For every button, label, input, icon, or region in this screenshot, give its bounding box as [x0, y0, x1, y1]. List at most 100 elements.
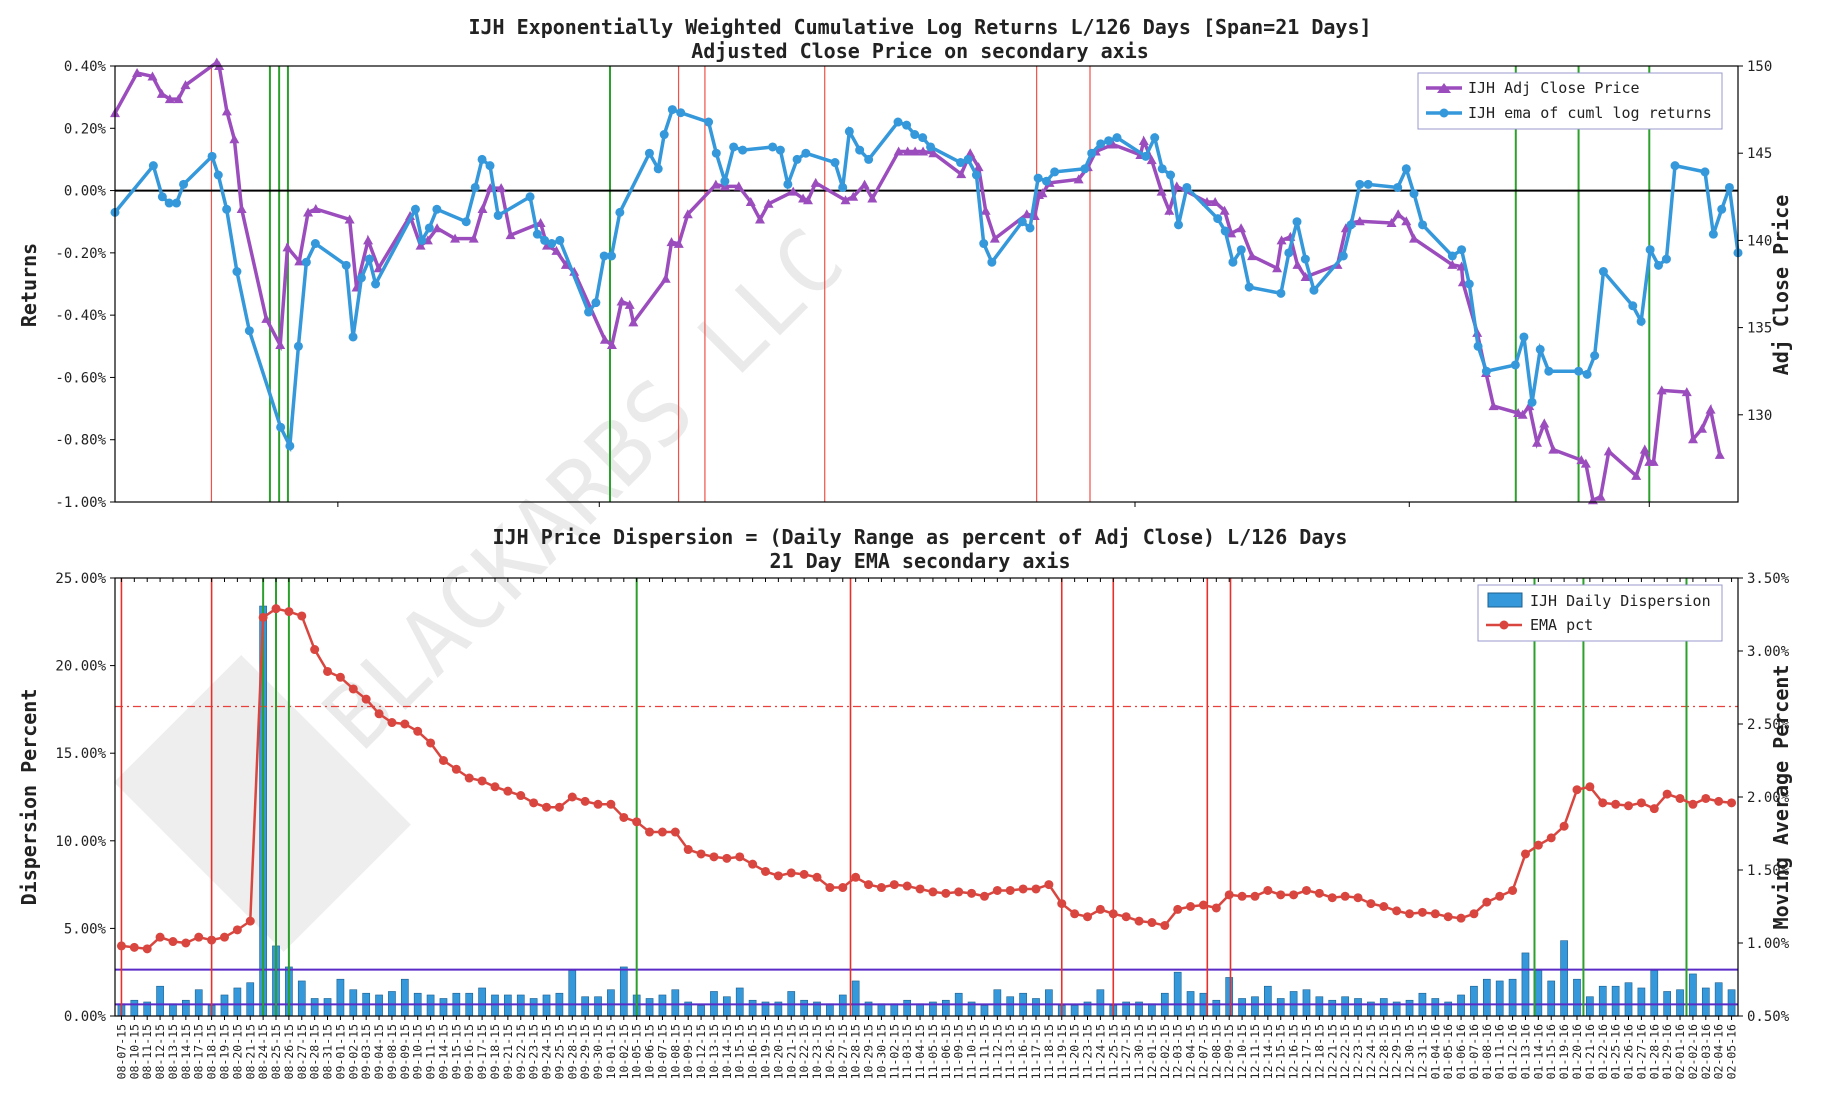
ema-pct-point	[1546, 833, 1556, 843]
date-tick-label: 09-17-15	[475, 1024, 489, 1079]
ema-pct-point	[1520, 849, 1530, 859]
ema-pct-point	[1224, 890, 1234, 900]
price-point	[173, 94, 184, 104]
price-point	[1401, 216, 1412, 226]
ema-pct-point	[567, 792, 577, 802]
dispersion-bar	[1482, 978, 1491, 1017]
ema-returns-point	[525, 192, 535, 202]
date-tick-label: 11-30-15	[1132, 1024, 1146, 1079]
returns-y-tick-label: -0.20%	[55, 246, 106, 262]
price-point	[1073, 174, 1084, 184]
returns-y-tick-label: 0.00%	[64, 184, 107, 200]
price-point	[1595, 491, 1606, 501]
ema-pct-point	[825, 883, 835, 893]
returns-legend: IJH Adj Close Price IJH ema of cuml log …	[1417, 72, 1723, 130]
dispersion-bar	[1045, 989, 1053, 1017]
price-point	[1146, 155, 1157, 165]
dispersion-bar	[400, 978, 409, 1017]
date-tick-label: 11-03-15	[900, 1024, 914, 1079]
date-tick-label: 12-24-15	[1364, 1024, 1378, 1079]
ema-returns-point	[1535, 344, 1545, 354]
ema-pct-point	[812, 872, 822, 882]
price-point	[1688, 434, 1698, 444]
ema-returns-point	[1087, 148, 1097, 158]
ema-y-tick-label: 2.50%	[1747, 717, 1790, 733]
date-tick-label: 09-02-15	[346, 1024, 360, 1079]
dispersion-bar	[1148, 1003, 1156, 1017]
dispersion-bar	[375, 994, 383, 1017]
price-point	[788, 186, 799, 196]
ema-returns-point	[783, 179, 793, 189]
dispersion-bar	[1379, 998, 1388, 1017]
ema-pct-point	[722, 853, 732, 863]
ema-y-tick-label: 3.50%	[1747, 571, 1790, 587]
date-tick-label: 12-17-15	[1299, 1024, 1313, 1079]
ema-pct-point	[219, 932, 229, 942]
price-point	[989, 233, 1000, 243]
ema-pct-point	[1095, 904, 1105, 914]
ema-pct-point	[310, 645, 320, 655]
date-tick-label: 09-15-15	[449, 1024, 463, 1079]
ema-pct-point	[1572, 785, 1582, 795]
date-tick-label: 12-14-15	[1261, 1024, 1275, 1079]
ema-returns-point	[1096, 139, 1106, 149]
date-tick-label: 10-20-15	[771, 1024, 785, 1079]
price-point	[156, 88, 167, 98]
date-tick-label: 11-19-15	[1055, 1024, 1069, 1079]
dispersion-bar	[916, 1003, 924, 1017]
ema-returns-point	[172, 198, 181, 208]
ema-pct-point	[1173, 904, 1183, 914]
returns-y-tick-label: -1.00%	[55, 495, 106, 511]
ema-pct-point	[1070, 909, 1080, 919]
ema-y-tick-label: 3.00%	[1747, 644, 1790, 660]
dispersion-bar	[220, 994, 229, 1017]
ema-pct-point	[683, 845, 693, 855]
ema-pct-point	[1559, 821, 1569, 831]
date-tick-label: 08-14-15	[179, 1024, 193, 1079]
dispersion-legend: IJH Daily Dispersion EMA pct	[1477, 584, 1723, 642]
dispersion-bar	[1534, 970, 1543, 1017]
price-point	[918, 146, 929, 156]
ema-pct-point	[1636, 798, 1646, 808]
ema-returns-point	[1636, 316, 1646, 326]
date-tick-label: 10-21-15	[784, 1024, 798, 1079]
returns-y-tick-label: -0.60%	[55, 370, 106, 386]
ema-returns-point	[1346, 220, 1356, 230]
ema-pct-point	[657, 827, 667, 837]
ema-pct-point	[1289, 890, 1299, 900]
date-tick-label: 11-04-15	[913, 1024, 927, 1079]
ema-pct-point	[967, 888, 977, 898]
dispersion-bar	[1457, 994, 1465, 1017]
ema-pct-point	[696, 849, 706, 859]
dispersion-bar	[658, 994, 667, 1017]
price-point	[363, 235, 374, 245]
price-point	[1409, 233, 1419, 243]
price-point	[1548, 444, 1559, 454]
ema-returns-point	[1042, 176, 1051, 186]
dispersion-bar	[735, 987, 744, 1017]
dispersion-bar	[890, 1003, 899, 1017]
date-tick-label: 09-01-15	[333, 1024, 347, 1079]
ema-returns-point	[893, 117, 903, 127]
ema-pct-point	[335, 672, 345, 682]
price-point	[477, 204, 488, 214]
price-point	[902, 146, 913, 156]
ema-pct-point	[979, 891, 989, 901]
dispersion-chart-title: IJH Price Dispersion = (Daily Range as p…	[493, 525, 1348, 549]
date-tick-label: 12-15-15	[1274, 1024, 1288, 1079]
dispersion-chart: IJH Price Dispersion = (Daily Range as p…	[17, 525, 1793, 1079]
date-tick-label: 10-09-15	[681, 1024, 695, 1079]
date-tick-label: 11-23-15	[1081, 1024, 1095, 1079]
ema-pct-point	[1301, 885, 1311, 895]
ema-returns-point	[461, 217, 471, 227]
ema-pct-point	[258, 612, 268, 622]
ema-pct-point	[387, 718, 397, 728]
dispersion-bar	[1302, 989, 1311, 1017]
dispersion-bar	[594, 996, 602, 1017]
date-tick-label: 12-16-15	[1287, 1024, 1301, 1079]
date-tick-label: 02-05-16	[1725, 1024, 1739, 1079]
ema-pct-point	[709, 852, 719, 862]
date-tick-label: 01-06-16	[1454, 1024, 1468, 1079]
ema-pct-point	[1688, 799, 1698, 809]
date-tick-label: 11-16-15	[1016, 1024, 1030, 1079]
